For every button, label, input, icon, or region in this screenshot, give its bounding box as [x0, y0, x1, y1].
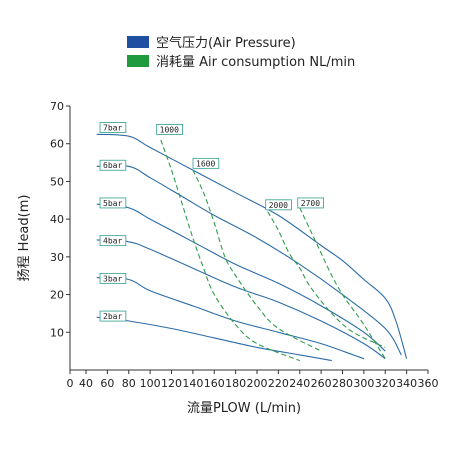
curve-label-box [99, 197, 127, 209]
x-tick-label: 160 [204, 377, 225, 390]
y-tick-label: 30 [50, 251, 64, 264]
x-tick-label: 320 [375, 377, 396, 390]
curve-label-6bar: 6bar [103, 161, 122, 170]
x-tick-label: 220 [268, 377, 289, 390]
curves [96, 133, 408, 362]
curve-label-box [156, 124, 183, 135]
y-tick-label: 40 [50, 213, 64, 226]
curve-label-4bar: 4bar [103, 237, 122, 246]
curve-label-2000: 2000 [269, 201, 288, 210]
x-tick-label: 180 [225, 377, 246, 390]
pressure-curve-2bar [96, 316, 332, 362]
x-axis-title: 流量PLOW (L/min) [187, 401, 301, 416]
curve-label-box [192, 157, 220, 169]
x-tick-label: 200 [247, 377, 268, 390]
curve-label-1600: 1600 [196, 159, 215, 168]
pressure-curve-7bar [96, 133, 408, 359]
consumption-curve-2700 [299, 207, 386, 359]
x-tick-label: 260 [311, 377, 332, 390]
curve-label-2700: 2700 [301, 199, 320, 208]
x-tick-label: 80 [122, 377, 136, 390]
legend: 空气压力(Air Pressure) 消耗量 Air consumption NL… [127, 35, 355, 70]
curve-label-box [99, 310, 127, 322]
curve-label-box [265, 199, 292, 211]
legend-swatch-1 [127, 55, 149, 67]
y-tick-label: 50 [50, 175, 64, 188]
x-tick-label: 40 [79, 377, 93, 390]
pressure-curve-5bar [96, 203, 386, 352]
x-tick-label: 340 [396, 377, 417, 390]
pressure-curve-4bar [96, 239, 386, 360]
legend-swatch-0 [127, 36, 149, 48]
curve-labels: 7bar 6bar 5bar 4bar 3bar 2bar 1000 1600 2000 2700 [99, 122, 324, 322]
x-tick-label: 0 [67, 377, 74, 390]
curve-label-box [297, 197, 324, 209]
y-tick-label: 60 [50, 138, 64, 151]
y-tick-label: 70 [50, 100, 64, 113]
legend-label-0: 空气压力(Air Pressure) [156, 35, 296, 51]
pressure-curve-6bar [96, 164, 402, 356]
consumption-curve-1600 [192, 169, 322, 352]
y-axis-title: 扬程 Head(m) [17, 195, 32, 282]
x-tick-label: 300 [353, 377, 374, 390]
x-tick-label: 140 [182, 377, 203, 390]
curve-label-box [99, 272, 127, 284]
legend-label-1: 消耗量 Air consumption NL/min [156, 55, 355, 70]
x-tick-label: 100 [140, 377, 161, 390]
x-tick-label: 360 [418, 377, 439, 390]
consumption-curve-2000 [267, 211, 386, 348]
consumption-curve-1000 [160, 139, 301, 362]
curve-label-box [99, 235, 127, 247]
curve-label-box [99, 122, 127, 133]
curve-label-1000: 1000 [160, 125, 179, 134]
curve-label-5bar: 5bar [103, 199, 122, 208]
y-tick-label: 10 [50, 326, 64, 339]
curve-label-3bar: 3bar [103, 274, 122, 283]
curve-label-2bar: 2bar [103, 312, 122, 321]
curve-label-7bar: 7bar [103, 124, 122, 133]
x-tick-label: 120 [161, 377, 182, 390]
pressure-curve-3bar [96, 277, 365, 360]
x-tick-label: 280 [332, 377, 353, 390]
x-tick-label: 240 [289, 377, 310, 390]
y-tick-label: 20 [50, 289, 64, 302]
x-tick-label: 60 [100, 377, 114, 390]
curve-label-box [99, 159, 127, 171]
